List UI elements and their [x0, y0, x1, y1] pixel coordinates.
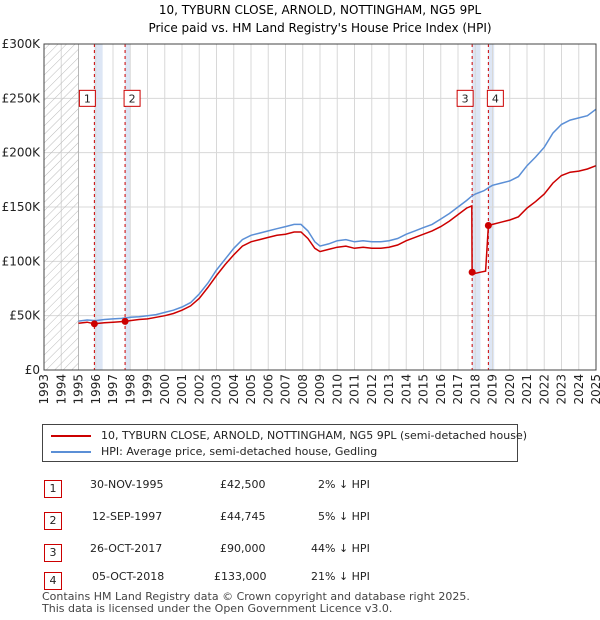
- x-tick-label: 2020: [503, 374, 517, 405]
- sale-date: 26-OCT-2017: [90, 542, 163, 555]
- legend-swatch-property: [51, 435, 91, 437]
- sale-number-marker-label: 3: [462, 92, 469, 105]
- y-tick-label: £150K: [2, 200, 42, 214]
- sale-number-marker-label: 1: [84, 92, 91, 105]
- x-tick-label: 2002: [192, 374, 206, 405]
- price-chart: 10, TYBURN CLOSE, ARNOLD, NOTTINGHAM, NG…: [2, 3, 600, 405]
- y-tick-label: £250K: [2, 91, 42, 105]
- x-tick-label: 2009: [313, 374, 327, 405]
- sale-date: 12-SEP-1997: [92, 510, 163, 523]
- sale-hpi-diff: 44% ↓ HPI: [311, 542, 370, 555]
- sale-price: £90,000: [220, 542, 266, 555]
- x-tick-label: 2018: [468, 374, 482, 405]
- x-tick-label: 2017: [451, 374, 465, 405]
- y-tick-label: £200K: [2, 146, 42, 160]
- sale-point: [468, 268, 476, 276]
- sale-number-marker-label: 4: [492, 92, 499, 105]
- x-tick-label: 2015: [417, 374, 431, 405]
- x-tick-label: 1993: [37, 374, 51, 405]
- x-tick-label: 2000: [158, 374, 172, 405]
- sale-hpi-diff: 5% ↓ HPI: [318, 510, 370, 523]
- sales-row: 4 05-OCT-2018 £133,000 21% ↓ HPI: [0, 566, 600, 590]
- x-tick-label: 1995: [72, 374, 86, 405]
- x-tick-label: 2023: [555, 374, 569, 405]
- sale-point: [121, 317, 129, 325]
- y-tick-label: £300K: [2, 37, 42, 51]
- x-tick-label: 2004: [227, 374, 241, 405]
- x-tick-label: 2003: [210, 374, 224, 405]
- sale-number-marker-box: [123, 89, 141, 107]
- sale-price: £42,500: [220, 478, 266, 491]
- x-tick-label: 2010: [330, 374, 344, 405]
- sale-number-marker-box: [456, 89, 474, 107]
- no-data-hatch-region: [43, 43, 79, 371]
- sale-number-box: 2: [44, 512, 62, 530]
- legend-label-hpi: HPI: Average price, semi-detached house,…: [101, 445, 378, 458]
- x-tick-label: 2006: [261, 374, 275, 405]
- y-tick-label: £100K: [2, 254, 42, 268]
- legend-swatch-hpi: [51, 451, 91, 453]
- hpi-series-line: [78, 108, 596, 322]
- x-tick-label: 2019: [486, 374, 500, 405]
- sale-number-box: 4: [44, 572, 62, 590]
- x-tick-label: 1994: [54, 374, 68, 405]
- sale-hpi-diff: 21% ↓ HPI: [311, 570, 370, 583]
- x-tick-label: 2012: [365, 374, 379, 405]
- plot-frame: [43, 43, 597, 371]
- x-tick-label: 2021: [520, 374, 534, 405]
- x-tick-label: 1997: [106, 374, 120, 405]
- property-series-line: [78, 164, 596, 325]
- x-tick-label: 2011: [348, 374, 362, 405]
- y-tick-label: £50K: [9, 309, 41, 323]
- sale-hpi-diff: 2% ↓ HPI: [318, 478, 370, 491]
- sales-row: 1 30-NOV-1995 £42,500 2% ↓ HPI: [0, 474, 600, 498]
- sale-date: 30-NOV-1995: [90, 478, 164, 491]
- sale-point: [90, 320, 98, 328]
- y-tick-label: £0: [25, 363, 40, 377]
- sale-number-box: 3: [44, 544, 62, 562]
- x-tick-label: 2001: [175, 374, 189, 405]
- sale-number-marker-label: 2: [129, 92, 136, 105]
- x-tick-label: 2008: [296, 374, 310, 405]
- legend-label-property: 10, TYBURN CLOSE, ARNOLD, NOTTINGHAM, NG…: [101, 429, 528, 442]
- sale-point: [484, 221, 492, 229]
- footer-licence: This data is licensed under the Open Gov…: [42, 602, 393, 615]
- sale-number-marker-box: [486, 89, 504, 107]
- x-tick-label: 2007: [279, 374, 293, 405]
- x-tick-label: 2014: [399, 374, 413, 405]
- footer-copyright: Contains HM Land Registry data © Crown c…: [42, 590, 470, 603]
- legend: 10, TYBURN CLOSE, ARNOLD, NOTTINGHAM, NG…: [42, 424, 527, 462]
- sale-number-box: 1: [44, 480, 62, 498]
- sale-price: £44,745: [220, 510, 266, 523]
- x-tick-label: 1996: [89, 374, 103, 405]
- x-tick-label: 2013: [382, 374, 396, 405]
- x-tick-label: 2025: [589, 374, 600, 405]
- x-tick-label: 2005: [244, 374, 258, 405]
- x-tick-label: 2022: [537, 374, 551, 405]
- sale-date: 05-OCT-2018: [92, 570, 165, 583]
- sales-row: 2 12-SEP-1997 £44,745 5% ↓ HPI: [0, 506, 600, 530]
- sale-price: £133,000: [214, 570, 267, 583]
- x-tick-label: 2016: [434, 374, 448, 405]
- chart-subtitle: Price paid vs. HM Land Registry's House …: [148, 21, 491, 35]
- x-tick-label: 1998: [123, 374, 137, 405]
- sales-row: 3 26-OCT-2017 £90,000 44% ↓ HPI: [0, 538, 600, 562]
- sale-number-marker-box: [78, 89, 96, 107]
- x-tick-label: 2024: [572, 374, 586, 405]
- chart-title: 10, TYBURN CLOSE, ARNOLD, NOTTINGHAM, NG…: [159, 3, 482, 17]
- x-tick-label: 1999: [141, 374, 155, 405]
